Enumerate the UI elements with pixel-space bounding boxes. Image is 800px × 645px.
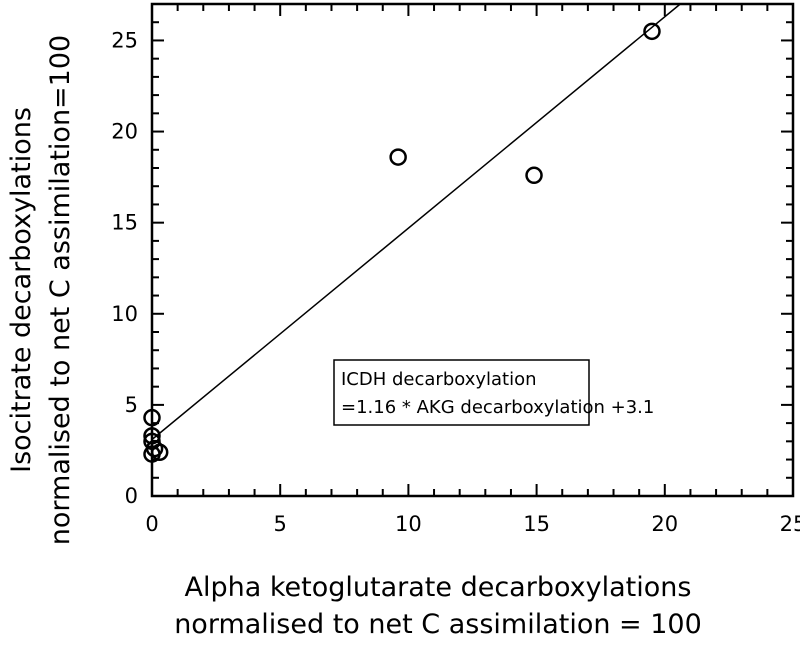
data-points — [143, 22, 661, 463]
y-axis-title-line-2: normalised to net C assimilation=100 — [45, 35, 76, 545]
plot-frame — [150, 2, 795, 498]
x-axis-title-line-2: normalised to net C assimilation = 100 — [174, 609, 702, 640]
data-point — [525, 166, 543, 185]
annotation-line-2: =1.16 * AKG decarboxylation +3.1 — [341, 397, 654, 418]
y-tick-label: 10 — [111, 302, 138, 326]
x-axis-title-line-1: Alpha ketoglutarate decarboxylations — [185, 572, 692, 603]
data-point — [143, 432, 161, 451]
x-tick-label: 10 — [395, 512, 422, 536]
tick-labels: 0 5 10 15 20 25 0 5 10 15 20 25 — [111, 28, 800, 536]
y-axis-title-line-1: Isocitrate decarboxylations — [6, 107, 37, 473]
x-tick-label: 25 — [780, 512, 800, 536]
y-tick-label: 5 — [125, 393, 138, 417]
x-tick-label: 5 — [274, 512, 287, 536]
fit-line — [151, 3, 681, 441]
data-point — [389, 148, 407, 166]
data-point — [143, 427, 161, 445]
fit-layer — [151, 3, 681, 441]
y-tick-label: 0 — [125, 484, 138, 508]
annotation-frame — [333, 359, 590, 426]
y-tick-label: 15 — [111, 211, 138, 235]
x-tick-label: 15 — [523, 512, 550, 536]
plot-area — [150, 2, 795, 498]
x-tick-label: 0 — [145, 512, 158, 536]
y-tick-label: 25 — [111, 28, 138, 52]
annotation-line-1: ICDH decarboxylation — [341, 369, 537, 390]
y-tick-label: 20 — [111, 120, 138, 144]
data-point — [643, 22, 661, 41]
annotation-box: ICDH decarboxylation =1.16 * AKG decarbo… — [333, 359, 654, 426]
data-point — [143, 408, 161, 427]
x-tick-label: 20 — [651, 512, 678, 536]
